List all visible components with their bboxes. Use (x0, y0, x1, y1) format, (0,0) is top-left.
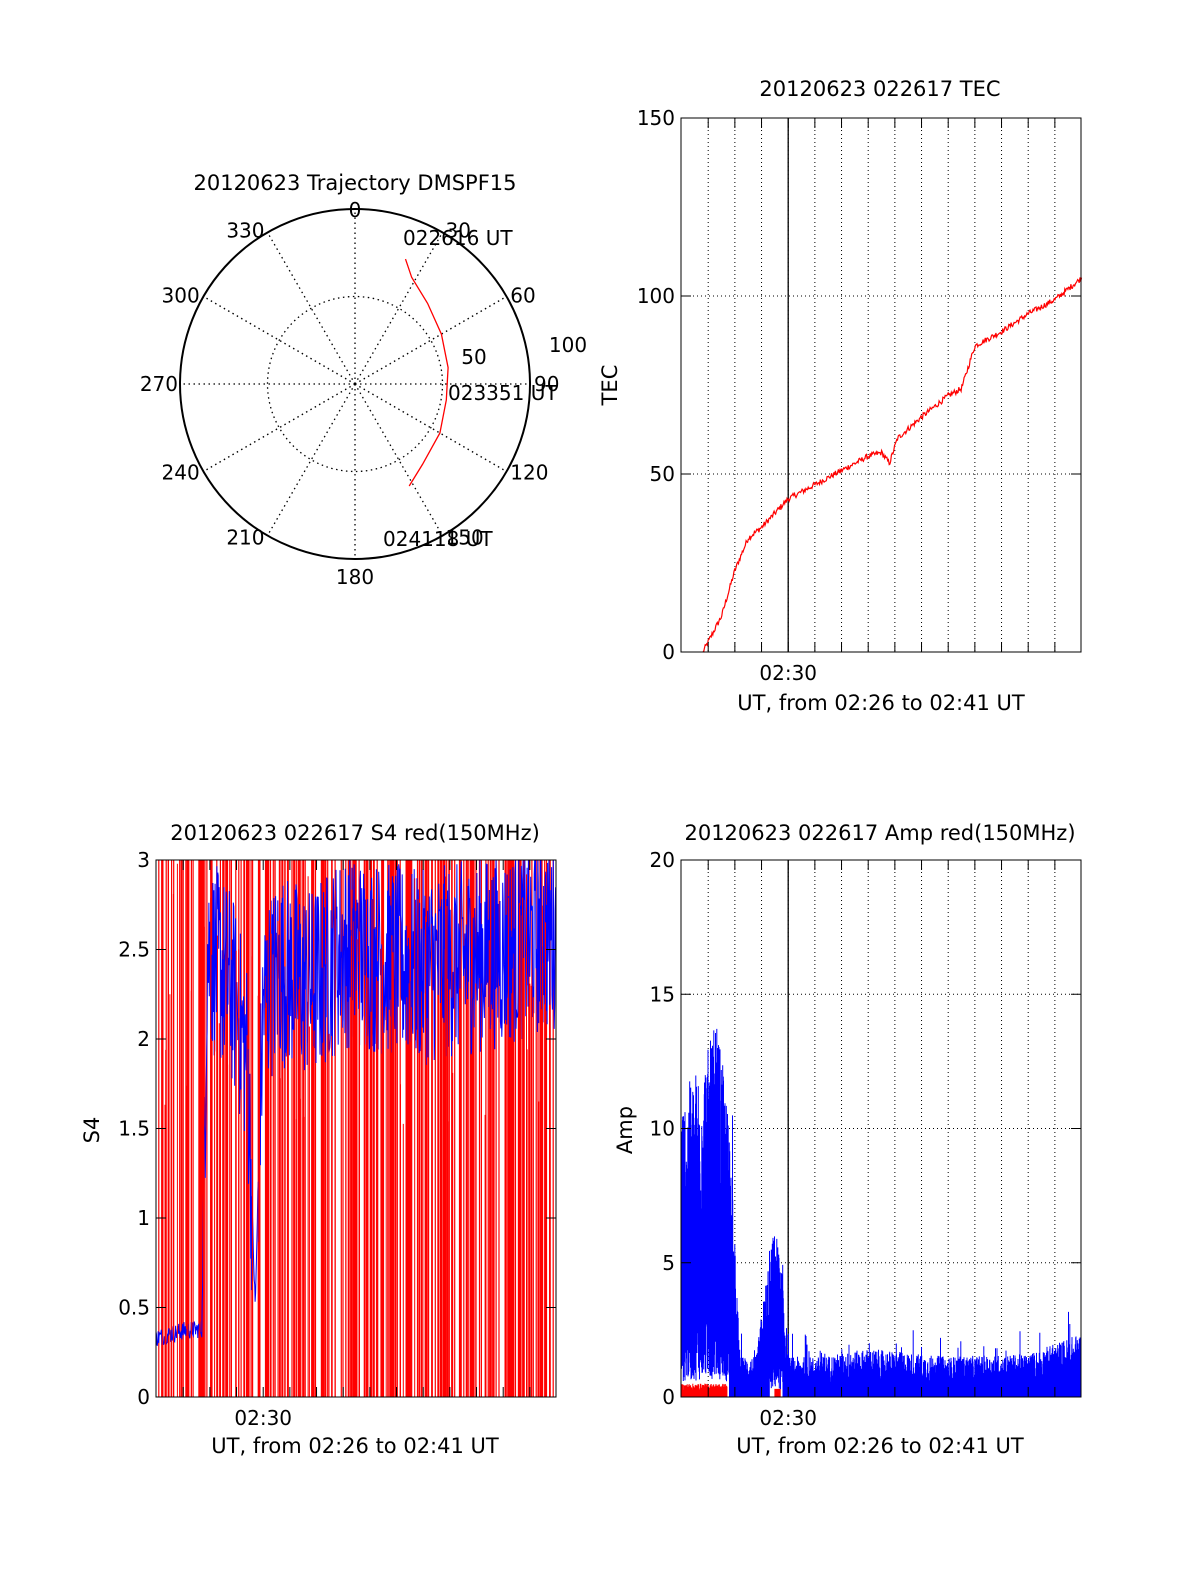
amp-ticks: 02:30 0 5 10 15 20 (650, 848, 1081, 1430)
trajectory-title: 20120623 Trajectory DMSPF15 (193, 171, 516, 195)
s4-ylabel: S4 (80, 1117, 104, 1144)
amp-ytick-label-2: 10 (650, 1117, 675, 1141)
polar-spoke-120 (354, 383, 507, 473)
amp-red-series-2 (774, 1388, 781, 1397)
s4-xlabel: UT, from 02:26 to 02:41 UT (211, 1434, 499, 1458)
s4-ytick-label-2: 1 (137, 1206, 150, 1230)
polar-angle-label-0: 0 (349, 198, 362, 222)
track-start-label: 022616 UT (403, 226, 513, 250)
polar-angle-label-210: 210 (226, 525, 264, 549)
polar-spoke-210 (266, 383, 356, 536)
polar-angle-label-270: 270 (140, 372, 178, 396)
polar-angle-label-240: 240 (162, 461, 200, 485)
amp-panel: 20120623 022617 Amp red(150MHz) 02:30 0 5 1… (613, 821, 1082, 1458)
s4-xtick-label-0: 02:30 (234, 1406, 292, 1430)
trajectory-panel: 20120623 Trajectory DMSPF15 0 30 60 90 120 15… (140, 171, 587, 589)
amp-ytick-label-1: 5 (662, 1251, 675, 1275)
amp-red-series (681, 1383, 728, 1397)
tec-grid (681, 118, 1081, 652)
s4-ytick-label-1: 0.5 (118, 1296, 150, 1320)
tec-ylabel: TEC (598, 365, 622, 407)
polar-angle-label-30: 30 (446, 219, 471, 243)
tec-ticks: 02:30 0 50 100 150 (637, 106, 1081, 685)
tec-ytick-label-1: 50 (650, 462, 675, 486)
polar-angle-label-180: 180 (336, 565, 374, 589)
tec-ytick-label-0: 0 (662, 640, 675, 664)
polar-angle-label-90: 90 (534, 372, 559, 396)
polar-angle-label-300: 300 (162, 284, 200, 308)
radius-label-100: 100 (549, 333, 587, 357)
s4-ticks: 02:30 0 0.5 1 1.5 2 2.5 3 (118, 848, 556, 1430)
s4-panel: 20120623 022617 S4 red(150MHz) 02:30 0 0.5… (80, 821, 557, 1458)
amp-title: 20120623 022617 Amp red(150MHz) (684, 821, 1075, 845)
tec-title: 20120623 022617 TEC (759, 77, 1000, 101)
s4-ytick-label-6: 3 (137, 848, 150, 872)
s4-ytick-label-4: 2 (137, 1027, 150, 1051)
polar-angle-label-150: 150 (446, 525, 484, 549)
tec-xtick-label-0: 02:30 (759, 661, 817, 685)
polar-spoke-330 (266, 232, 356, 385)
tec-series-line (702, 277, 1083, 653)
amp-grid (681, 860, 1081, 1397)
trajectory-track (404, 258, 449, 487)
amp-ytick-label-0: 0 (662, 1385, 675, 1409)
amp-xtick-label-0: 02:30 (759, 1406, 817, 1430)
polar-angle-label-120: 120 (510, 461, 548, 485)
tec-ytick-label-3: 150 (637, 106, 675, 130)
polar-angle-label-60: 60 (510, 284, 535, 308)
amp-ytick-label-4: 20 (650, 848, 675, 872)
amp-xlabel: UT, from 02:26 to 02:41 UT (736, 1434, 1024, 1458)
polar-spoke-240 (203, 383, 356, 473)
tec-frame (680, 117, 1082, 653)
s4-blue-series (155, 859, 557, 1346)
tec-ytick-label-2: 100 (637, 284, 675, 308)
s4-data (155, 859, 557, 1397)
polar-outer-circle (179, 208, 531, 560)
amp-ytick-label-3: 15 (650, 982, 675, 1006)
tec-xlabel: UT, from 02:26 to 02:41 UT (737, 691, 1025, 715)
polar-ring-50 (266, 295, 444, 473)
polar-spoke-30 (354, 232, 444, 385)
tec-panel: 20120623 022617 TEC 02:30 0 50 100 150 TEC U… (598, 77, 1083, 715)
s4-ytick-label-3: 1.5 (118, 1117, 150, 1141)
track-mid-label: 023351 UT (448, 381, 558, 405)
polar-grid (180, 209, 530, 559)
radius-label-50: 50 (461, 345, 486, 369)
polar-spoke-300 (203, 295, 356, 385)
tec-data (702, 277, 1083, 653)
polar-spoke-150 (354, 383, 444, 536)
polar-angle-labels: 0 30 60 90 120 150 180 210 240 270 300 330 (140, 198, 560, 589)
s4-title: 20120623 022617 S4 red(150MHz) (170, 821, 540, 845)
amp-ylabel: Amp (613, 1106, 637, 1154)
amp-data (680, 1028, 1082, 1397)
amp-blue-series (680, 1028, 1082, 1397)
polar-angle-label-330: 330 (226, 219, 264, 243)
s4-ytick-label-0: 0 (137, 1385, 150, 1409)
polar-spoke-60 (354, 295, 507, 385)
s4-red-overlay (162, 863, 546, 1397)
track-end-label: 024118 UT (383, 527, 493, 551)
s4-ytick-label-5: 2.5 (118, 938, 150, 962)
